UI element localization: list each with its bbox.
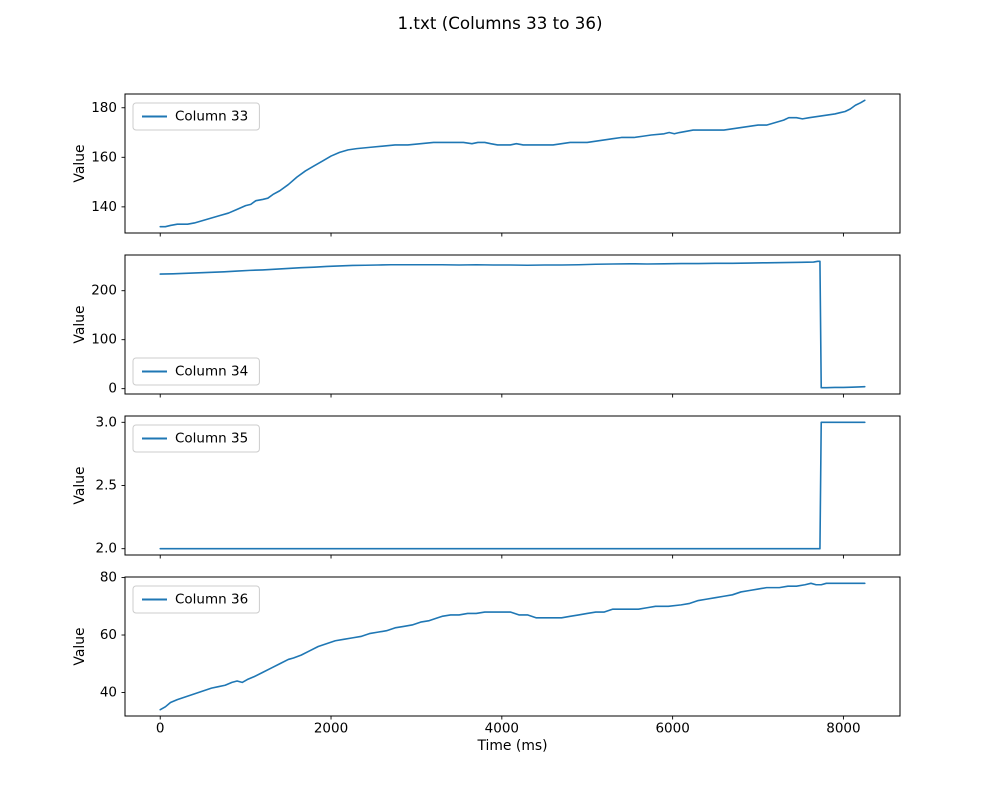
y-axis-label: Value bbox=[72, 305, 88, 343]
legend-label: Column 35 bbox=[175, 431, 248, 447]
legend-label: Column 33 bbox=[175, 109, 248, 125]
x-tick-label: 4000 bbox=[485, 721, 519, 737]
x-axis-label: Time (ms) bbox=[477, 738, 548, 754]
subplot-4: 0 2000 4000 6000 8000 40 60 80 Value Column 36 bbox=[72, 570, 901, 737]
legend-box bbox=[132, 102, 260, 131]
y-tick-label: 140 bbox=[91, 199, 117, 215]
x-tick-label: 6000 bbox=[655, 721, 689, 737]
legend-label: Column 34 bbox=[175, 364, 248, 380]
legend: Column 34 bbox=[132, 357, 260, 386]
y-tick-label: 80 bbox=[100, 570, 117, 586]
y-tick-label: 0 bbox=[108, 381, 117, 397]
legend-box bbox=[132, 357, 260, 386]
legend: Column 35 bbox=[132, 424, 260, 453]
data-line-column-36 bbox=[159, 582, 866, 711]
x-tick-label: 0 bbox=[156, 721, 165, 737]
y-axis-label: Value bbox=[72, 627, 88, 665]
y-tick-label: 100 bbox=[91, 332, 117, 348]
y-axis-label: Value bbox=[72, 466, 88, 504]
legend-label: Column 36 bbox=[175, 592, 248, 608]
y-tick-label: 2.5 bbox=[96, 478, 117, 494]
plot-area bbox=[124, 576, 901, 717]
figure-title: 1.txt (Columns 33 to 36) bbox=[397, 13, 603, 33]
data-line-column-34 bbox=[159, 260, 866, 389]
legend: Column 33 bbox=[132, 102, 260, 131]
y-axis-label: Value bbox=[72, 144, 88, 182]
legend-box bbox=[132, 424, 260, 453]
legend-box bbox=[132, 585, 260, 614]
x-tick-label: 8000 bbox=[826, 721, 860, 737]
y-tick-label: 180 bbox=[91, 100, 117, 116]
y-tick-label: 40 bbox=[100, 684, 117, 700]
x-tick-label: 2000 bbox=[314, 721, 348, 737]
data-line-column-35 bbox=[159, 421, 866, 550]
legend: Column 36 bbox=[132, 585, 260, 614]
y-tick-label: 200 bbox=[91, 283, 117, 299]
subplot-1: 140 160 180 Value Column 33 bbox=[72, 93, 901, 237]
subplot-3: 2.0 2.5 3.0 Value Column 35 bbox=[72, 414, 901, 559]
data-line-column-33 bbox=[159, 99, 866, 228]
y-tick-label: 160 bbox=[91, 149, 117, 165]
y-tick-label: 2.0 bbox=[96, 541, 117, 557]
y-tick-label: 60 bbox=[100, 627, 117, 643]
plot-area bbox=[124, 93, 901, 234]
y-tick-label: 3.0 bbox=[96, 414, 117, 430]
plot-area bbox=[124, 254, 901, 395]
